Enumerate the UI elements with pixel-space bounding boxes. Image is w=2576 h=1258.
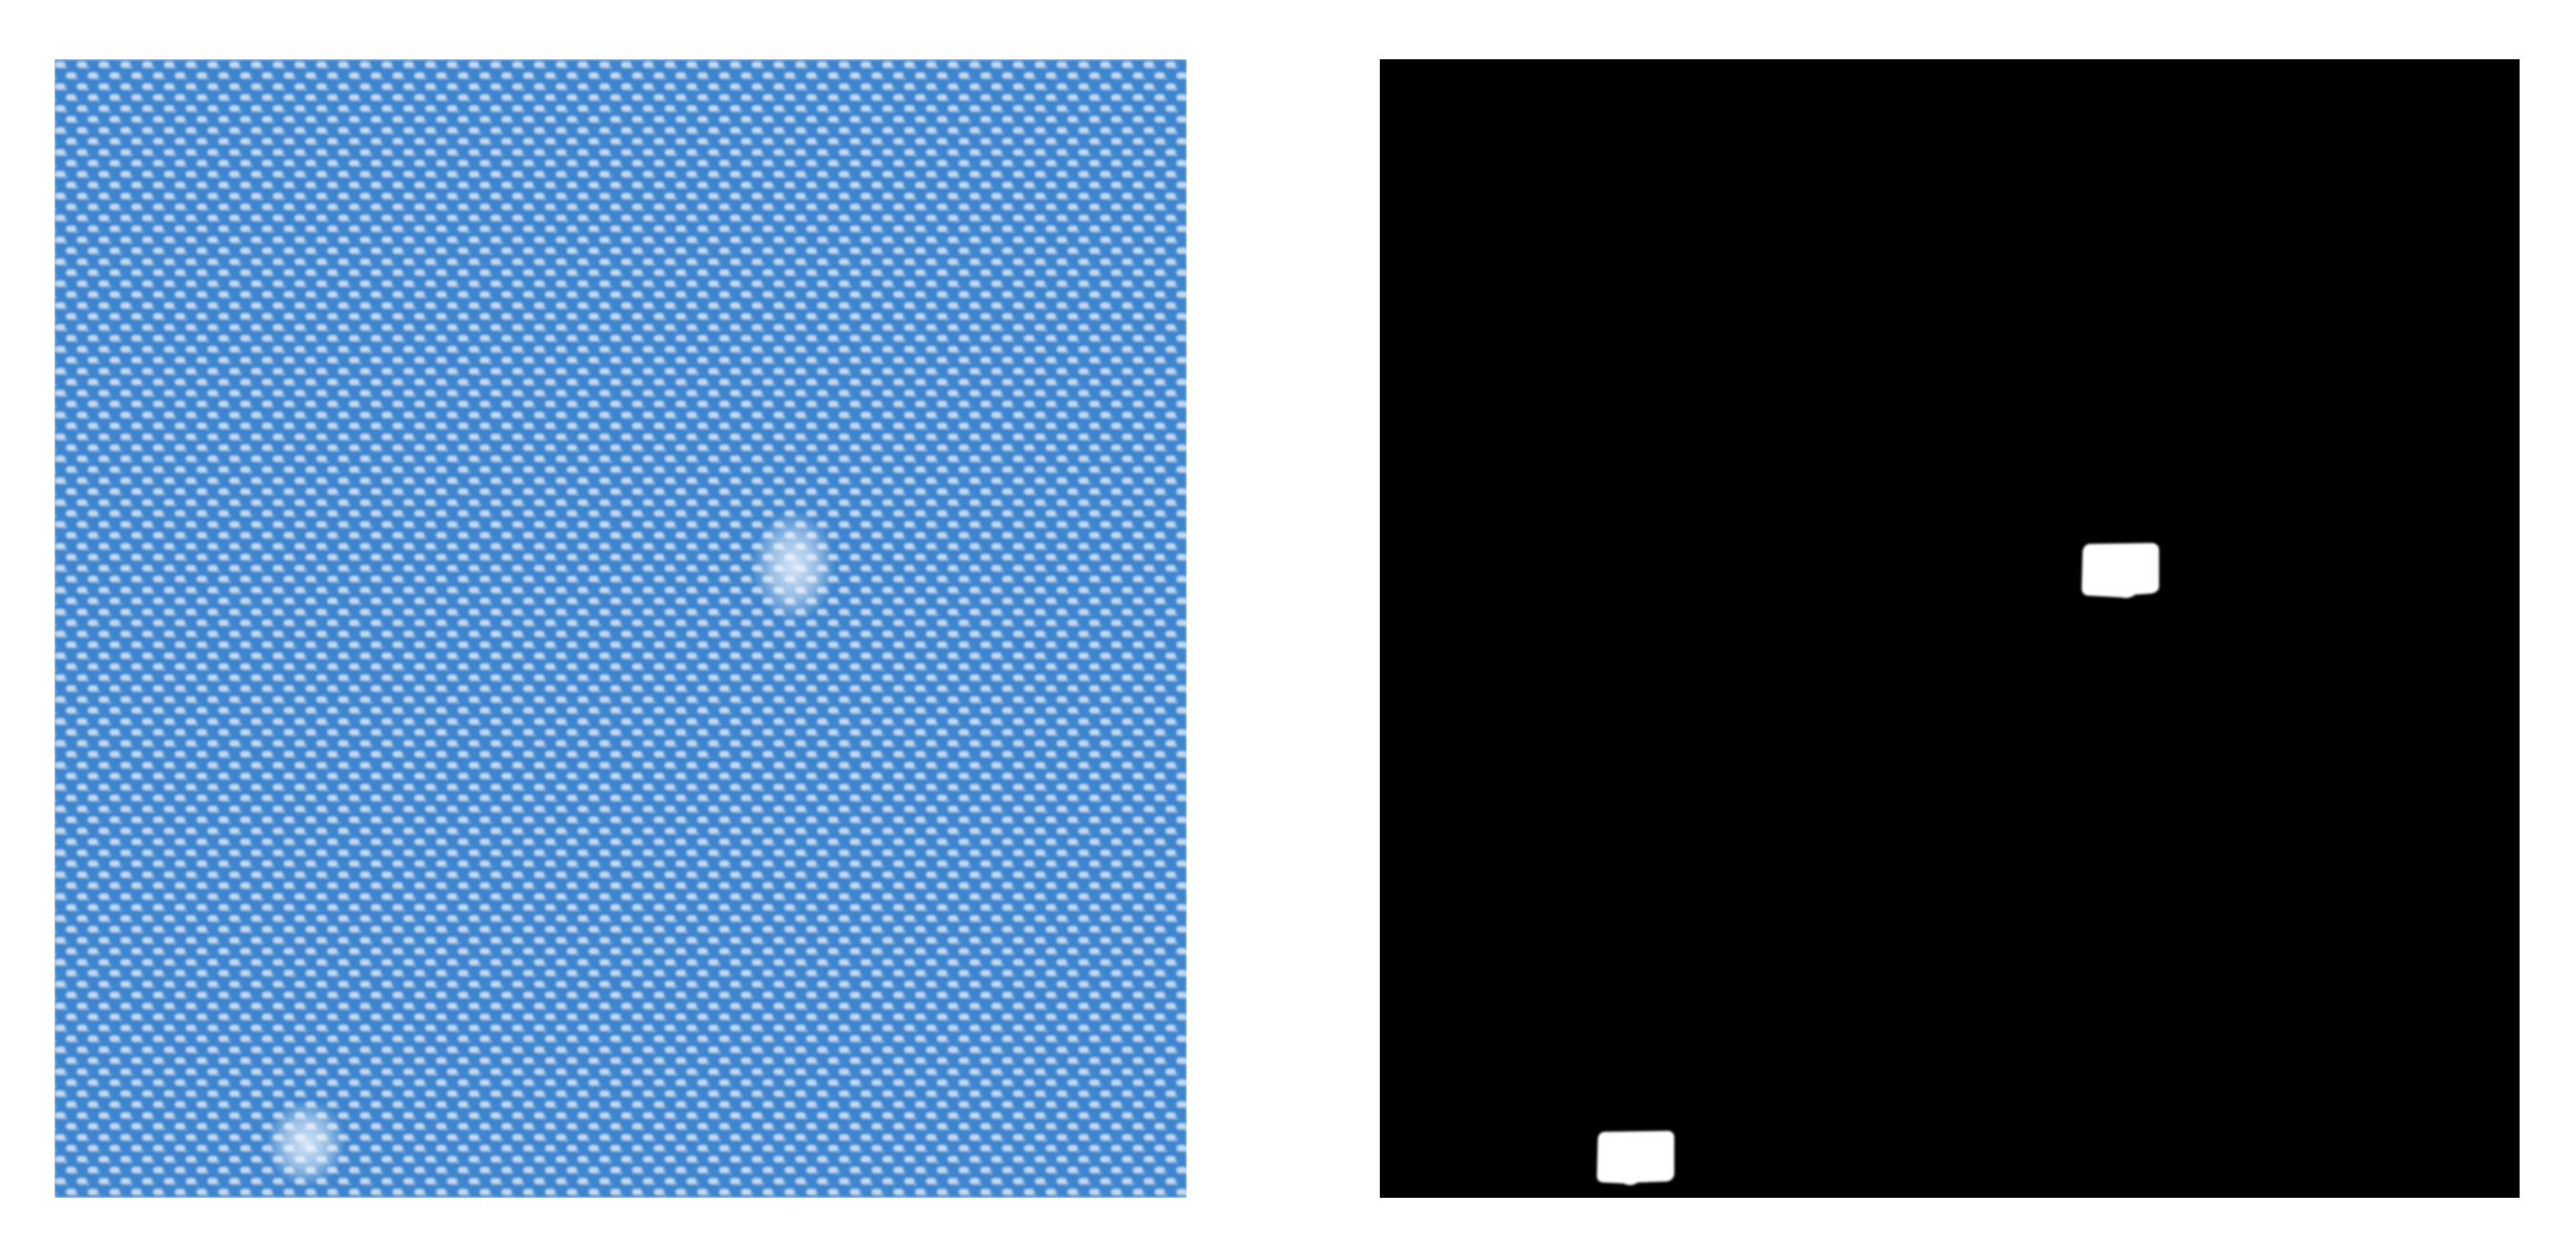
- mask-defect-region-1: [2082, 543, 2159, 598]
- fabric-image-panel: [55, 59, 1187, 1198]
- fabric-defect-spot-2: [266, 1099, 346, 1187]
- segmentation-mask: [1380, 59, 2520, 1198]
- fabric-defect-spot-1: [752, 510, 836, 621]
- segmentation-mask-panel: [1380, 59, 2520, 1198]
- fabric-image: [55, 59, 1187, 1198]
- fabric-texture: [55, 59, 1187, 1198]
- mask-background: [1380, 59, 2520, 1198]
- mask-defect-region-2: [1597, 1131, 1674, 1185]
